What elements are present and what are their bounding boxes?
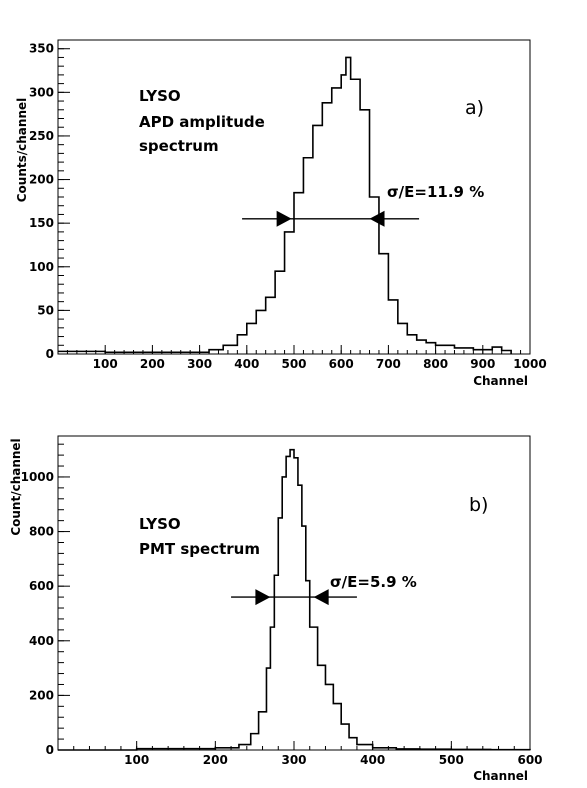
x-axis-title-a: Channel	[473, 374, 528, 388]
y-axis-title-a: Counts/channel	[15, 98, 29, 203]
tick-labels-b: 100 200 300 400 500 600 0 200 400 600 800 1000	[21, 470, 543, 767]
y-axis-title-b: Count/channel	[9, 438, 23, 535]
x-tick-label-a: 600	[329, 357, 354, 371]
fwhm-marker-b	[231, 589, 357, 606]
annotation-material-b: LYSO	[139, 515, 181, 533]
arrowhead-right-a	[369, 210, 385, 227]
x-tick-label-a: 1000	[513, 357, 546, 371]
x-axis-title-b: Channel	[473, 769, 528, 783]
x-tick-label-b: 400	[360, 753, 385, 767]
y-tick-label-b: 0	[46, 743, 54, 757]
x-tick-label-a: 100	[93, 357, 118, 371]
x-tick-label-b: 200	[203, 753, 228, 767]
panel-b: 100 200 300 400 500 600 0 200 400 600 800 1000 Chan…	[9, 435, 543, 783]
panel-label-a: a)	[465, 97, 484, 119]
y-tick-label-a: 100	[29, 260, 54, 274]
y-tick-label-a: 50	[37, 303, 54, 317]
x-tick-label-a: 800	[423, 357, 448, 371]
y-tick-label-a: 0	[46, 347, 54, 361]
panel-label-b: b)	[469, 494, 488, 516]
y-tick-label-a: 150	[29, 216, 54, 230]
y-tick-label-b: 200	[29, 688, 54, 702]
annotation-title-b: PMT spectrum	[139, 540, 260, 558]
panel-a: 100 200 300 400 500 600 700 800 900 1000 0 50 100 150…	[15, 39, 547, 388]
resolution-label-b: σ/E=5.9 %	[330, 573, 417, 591]
y-tick-label-b: 1000	[21, 470, 54, 484]
plot-frame-b	[57, 435, 531, 751]
y-tick-label-a: 250	[29, 129, 54, 143]
fwhm-marker-a	[242, 210, 420, 227]
x-tick-label-b: 500	[439, 753, 464, 767]
y-tick-label-a: 200	[29, 173, 54, 187]
annotation-title-a: APD amplitude	[139, 113, 265, 131]
x-tick-label-a: 200	[140, 357, 165, 371]
y-tick-label-b: 400	[29, 634, 54, 648]
annotation-material-a: LYSO	[139, 87, 181, 105]
x-tick-label-a: 900	[470, 357, 495, 371]
x-tick-label-b: 300	[281, 753, 306, 767]
tick-labels-a: 100 200 300 400 500 600 700 800 900 1000 0 50 100 150…	[29, 42, 547, 371]
arrowhead-left-b	[255, 589, 271, 606]
y-tick-label-b: 800	[29, 525, 54, 539]
spectrum-line-a	[58, 56, 512, 354]
x-tick-label-b: 100	[124, 753, 149, 767]
y-tick-label-a: 350	[29, 42, 54, 56]
x-tick-label-a: 500	[281, 357, 306, 371]
y-tick-label-b: 600	[29, 579, 54, 593]
x-tick-label-a: 400	[234, 357, 259, 371]
arrowhead-right-b	[313, 589, 329, 606]
x-tick-label-b: 600	[517, 753, 542, 767]
annotation-subtitle-a: spectrum	[139, 137, 219, 155]
arrowhead-left-a	[276, 210, 292, 227]
x-tick-label-a: 700	[376, 357, 401, 371]
resolution-label-a: σ/E=11.9 %	[387, 183, 484, 201]
x-tick-label-a: 300	[187, 357, 212, 371]
y-tick-label-a: 300	[29, 85, 54, 99]
spectrum-line-b	[58, 448, 531, 751]
